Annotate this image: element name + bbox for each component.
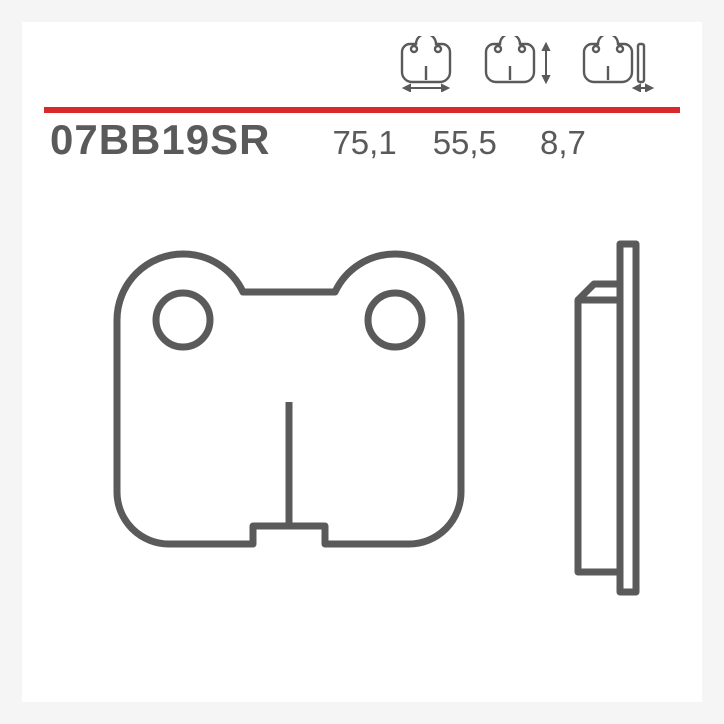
side-view [578,244,636,592]
product-code: 07BB19SR [50,116,270,164]
product-spec-card: 07BB19SR 75,1 55,5 8,7 [22,22,702,702]
thickness-dimension-icon [580,36,660,92]
dim-height: 55,5 [433,124,497,162]
label-row: 07BB19SR 75,1 55,5 8,7 [22,116,702,164]
height-dimension-icon [482,36,562,92]
dimension-values: 75,1 55,5 8,7 [332,124,592,162]
dim-thickness: 8,7 [533,124,593,162]
dim-width: 75,1 [332,124,396,162]
width-dimension-icon [390,36,464,92]
dimension-icon-row [390,36,660,92]
technical-drawing [22,192,702,672]
brake-pad-drawing [22,192,702,672]
accent-divider [44,100,680,106]
front-view [117,254,461,544]
